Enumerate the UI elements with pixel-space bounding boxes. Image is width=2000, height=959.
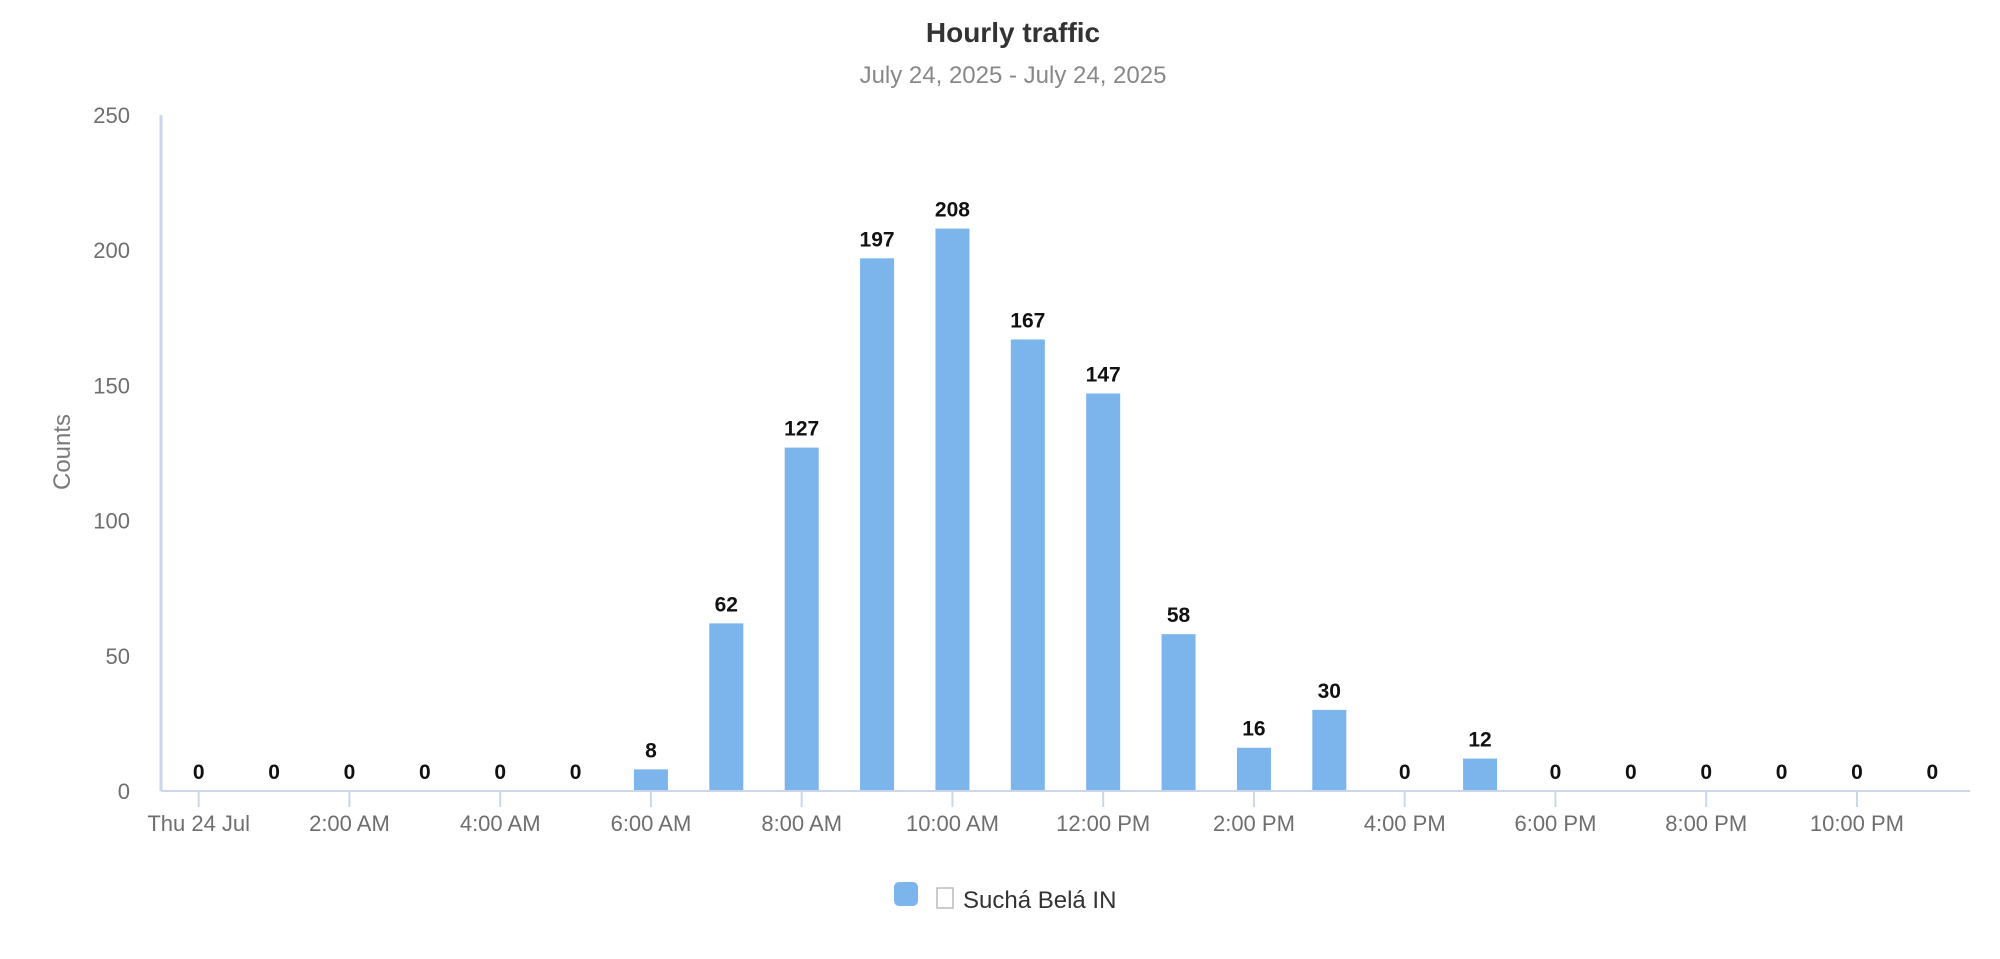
x-tick-label: 8:00 AM	[761, 811, 842, 836]
data-label: 0	[268, 761, 280, 784]
x-tick-label: 2:00 AM	[309, 811, 390, 836]
data-label: 0	[193, 761, 205, 784]
bar	[1086, 393, 1121, 791]
bar	[784, 447, 819, 791]
data-label: 0	[1625, 761, 1637, 784]
bar	[1161, 634, 1196, 791]
x-tick-label: 8:00 PM	[1665, 811, 1747, 836]
data-label: 0	[1851, 761, 1863, 784]
bar-series	[633, 228, 1498, 791]
bar	[935, 228, 970, 791]
y-tick-label: 50	[106, 644, 130, 669]
data-label: 12	[1468, 729, 1491, 752]
legend-item-label[interactable]: Suchá Belá IN	[963, 887, 1116, 914]
x-tick-label: 6:00 PM	[1514, 811, 1596, 836]
x-tick-label: 2:00 PM	[1213, 811, 1295, 836]
x-tick-label: 4:00 AM	[460, 811, 541, 836]
data-label: 0	[1399, 761, 1411, 784]
data-label: 0	[1700, 761, 1712, 784]
data-label: 30	[1318, 680, 1341, 703]
data-label: 0	[1776, 761, 1788, 784]
data-label: 0	[1550, 761, 1562, 784]
data-label: 8	[645, 739, 657, 762]
x-tick-label: 4:00 PM	[1364, 811, 1446, 836]
data-label: 147	[1086, 364, 1121, 387]
data-labels: 0 0 0 0 0 0 8 62 127 197 208 167 147 58 16 30 0 12 0 0 0 0 0 0	[193, 199, 1938, 784]
y-tick-label: 150	[93, 373, 130, 398]
chart-title: Hourly traffic	[926, 17, 1100, 48]
x-tick-label: 10:00 PM	[1810, 811, 1904, 836]
bar	[709, 623, 744, 791]
bar	[1463, 758, 1498, 791]
bar	[860, 258, 895, 791]
y-tick-label: 100	[93, 509, 130, 534]
y-axis-title: Counts	[49, 414, 76, 490]
x-tick-label: Thu 24 Jul	[147, 811, 250, 836]
x-tick-label: 6:00 AM	[611, 811, 692, 836]
y-axis-ticks: 0 50 100 150 200 250	[93, 103, 130, 804]
bar	[633, 769, 668, 791]
bar	[1010, 339, 1045, 791]
bar	[1236, 747, 1271, 791]
data-label: 62	[715, 593, 738, 616]
legend-checkbox-icon[interactable]	[936, 887, 954, 909]
bar	[1312, 709, 1347, 791]
data-label: 197	[860, 228, 895, 251]
data-label: 0	[344, 761, 356, 784]
data-label: 0	[570, 761, 582, 784]
x-tick-label: 10:00 AM	[906, 811, 999, 836]
data-label: 208	[935, 199, 970, 222]
data-label: 0	[419, 761, 431, 784]
y-tick-label: 200	[93, 238, 130, 263]
y-tick-label: 0	[118, 779, 130, 804]
data-label: 167	[1010, 309, 1045, 332]
x-axis-ticks: Thu 24 Jul 2:00 AM 4:00 AM 6:00 AM 8:00 AM 10…	[147, 791, 1904, 836]
data-label: 58	[1167, 604, 1191, 627]
legend[interactable]: Suchá Belá IN	[894, 882, 1116, 914]
legend-swatch	[894, 882, 918, 906]
chart-subtitle: July 24, 2025 - July 24, 2025	[860, 62, 1167, 89]
data-label: 16	[1242, 718, 1265, 741]
data-label: 127	[784, 418, 819, 441]
y-tick-label: 250	[93, 103, 130, 128]
data-label: 0	[1926, 761, 1938, 784]
data-label: 0	[494, 761, 506, 784]
x-tick-label: 12:00 PM	[1056, 811, 1150, 836]
